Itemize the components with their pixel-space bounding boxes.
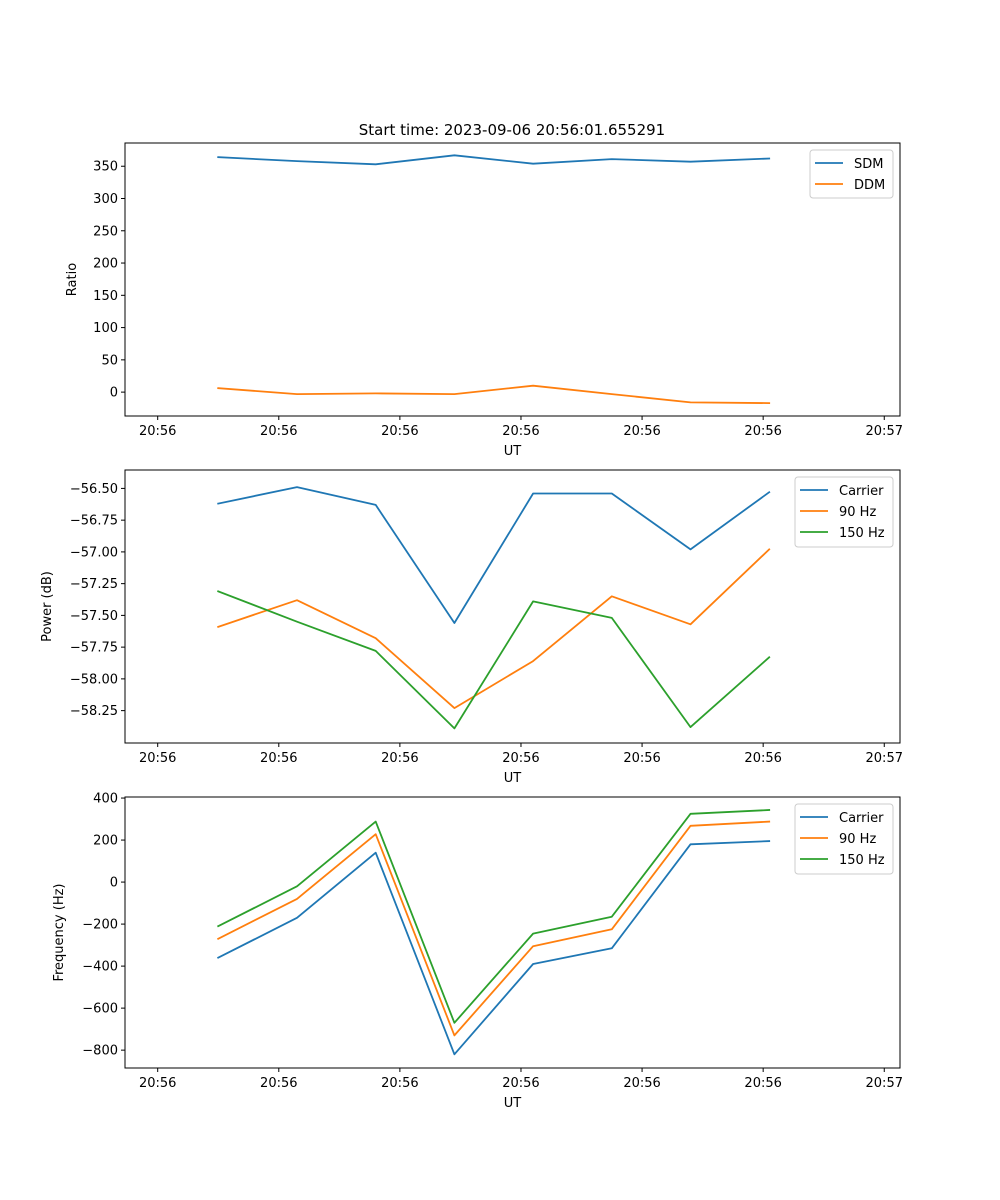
frequency-panel: 20:56 20:56 20:56 20:56 20:56 20:56 20:57 −800 −… — [52, 792, 903, 1111]
ratio-panel: 20:56 20:56 20:56 20:56 20:56 20:56 20:57 0 50 10… — [65, 142, 903, 459]
x-axis-label: UT — [504, 771, 522, 786]
legend: Carrier 90 Hz 150 Hz — [794, 803, 894, 875]
y-tick-label: 400 — [93, 792, 118, 807]
y-tick-label: 0 — [110, 876, 118, 891]
y-tick-label: −57.00 — [70, 545, 118, 560]
x-tick-label: 20:56 — [139, 751, 176, 766]
x-tick-label: 20:56 — [260, 1076, 297, 1091]
chart-title: Start time: 2023-09-06 20:56:01.655291 — [359, 121, 665, 139]
x-tick-label: 20:56 — [502, 751, 539, 766]
series-line-90-hz — [217, 548, 771, 709]
series-line-90-hz — [216, 820, 771, 1037]
x-tick-label: 20:56 — [260, 751, 297, 766]
x-tick-label: 20:56 — [744, 424, 781, 439]
y-tick-label: −600 — [82, 1002, 118, 1017]
y-tick-label: 50 — [101, 353, 118, 368]
legend-box — [809, 149, 894, 199]
y-tick-label: −800 — [82, 1044, 118, 1059]
legend-label-carrier: Carrier — [839, 811, 884, 826]
legend-box — [794, 476, 894, 548]
x-tick-label: 20:56 — [381, 751, 418, 766]
legend-label-carrier: Carrier — [839, 484, 884, 499]
y-tick-label: 350 — [93, 160, 118, 175]
series-line-carrier — [216, 840, 771, 1056]
x-tick-label: 20:56 — [623, 751, 660, 766]
x-tick-label: 20:56 — [623, 1076, 660, 1091]
y-axis-label: Ratio — [65, 263, 80, 296]
y-tick-label: −58.25 — [70, 704, 118, 719]
legend-label-150-hz: 150 Hz — [839, 526, 885, 541]
x-tick-label: 20:56 — [502, 424, 539, 439]
y-tick-label: 100 — [93, 321, 118, 336]
x-tick-label: 20:56 — [381, 424, 418, 439]
x-tick-label: 20:56 — [139, 424, 176, 439]
x-tick-label: 20:56 — [260, 424, 297, 439]
y-tick-label: −200 — [82, 918, 118, 933]
y-tick-label: 150 — [93, 289, 118, 304]
legend-label-90-hz: 90 Hz — [839, 505, 876, 520]
axes-frame — [124, 469, 901, 744]
legend-label-ddm: DDM — [854, 178, 885, 193]
axes-frame — [124, 142, 901, 417]
x-tick-label: 20:56 — [139, 1076, 176, 1091]
y-tick-label: −56.50 — [70, 482, 118, 497]
y-tick-label: −57.75 — [70, 641, 118, 656]
x-tick-label: 20:56 — [623, 424, 660, 439]
y-tick-label: −56.75 — [70, 514, 118, 529]
y-axis-label: Power (dB) — [40, 571, 55, 642]
y-tick-label: −400 — [82, 960, 118, 975]
legend-label-sdm: SDM — [854, 157, 883, 172]
x-tick-label: 20:56 — [381, 1076, 418, 1091]
y-tick-label: −58.00 — [70, 672, 118, 687]
x-axis-label: UT — [504, 1096, 522, 1111]
legend-box — [794, 803, 894, 875]
legend-label-150-hz: 150 Hz — [839, 853, 885, 868]
axes-frame — [124, 796, 901, 1069]
legend: Carrier 90 Hz 150 Hz — [794, 476, 894, 548]
x-tick-label: 20:56 — [502, 1076, 539, 1091]
y-axis-label: Frequency (Hz) — [52, 883, 67, 981]
y-tick-label: 200 — [93, 257, 118, 272]
series-line-ddm — [217, 384, 771, 405]
legend: SDM DDM — [809, 149, 894, 199]
x-tick-label: 20:57 — [866, 424, 903, 439]
x-tick-label: 20:56 — [744, 751, 781, 766]
legend-label-90-hz: 90 Hz — [839, 832, 876, 847]
power-panel: 20:56 20:56 20:56 20:56 20:56 20:56 20:57 −58.2… — [40, 469, 903, 786]
x-tick-label: 20:57 — [866, 1076, 903, 1091]
series-line-150-hz — [216, 809, 771, 1024]
x-axis-label: UT — [504, 444, 522, 459]
series-line-150-hz — [217, 590, 771, 730]
y-tick-label: 200 — [93, 834, 118, 849]
y-tick-label: −57.50 — [70, 609, 118, 624]
series-line-carrier — [217, 486, 771, 624]
y-tick-label: 250 — [93, 224, 118, 239]
y-tick-label: 0 — [110, 386, 118, 401]
series-line-sdm — [217, 154, 771, 166]
y-tick-label: −57.25 — [70, 577, 118, 592]
y-tick-label: 300 — [93, 192, 118, 207]
x-tick-label: 20:57 — [866, 751, 903, 766]
x-tick-label: 20:56 — [744, 1076, 781, 1091]
